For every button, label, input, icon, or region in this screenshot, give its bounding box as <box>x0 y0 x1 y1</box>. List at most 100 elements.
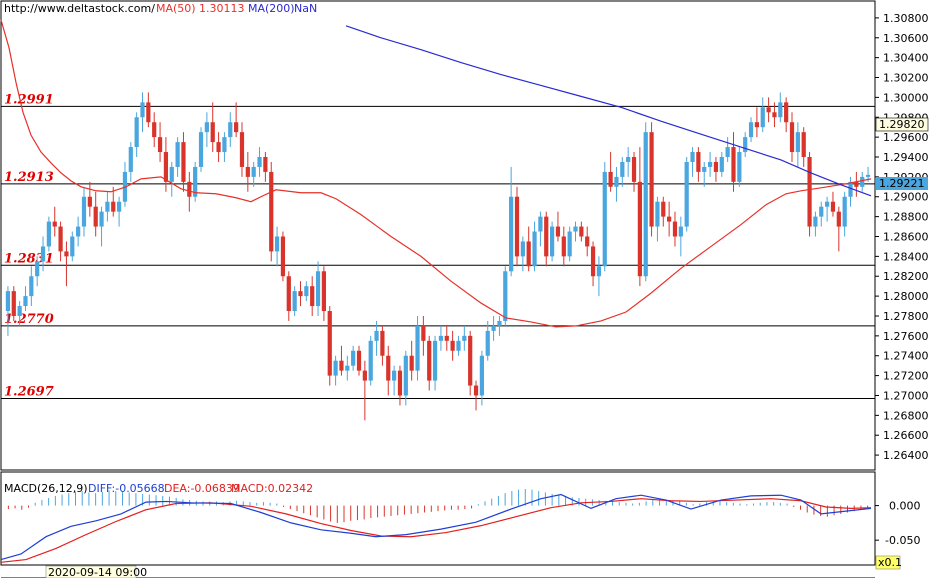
candle-body <box>649 132 654 227</box>
candle-body <box>631 157 637 182</box>
candle-body <box>462 335 467 341</box>
candle-body <box>503 271 508 321</box>
candle-body <box>766 107 771 113</box>
level-label: 1.2770 <box>4 312 54 327</box>
source-url: http://www.deltastock.com/ <box>4 2 155 15</box>
candle-body <box>140 102 145 118</box>
candle-body <box>427 340 432 381</box>
candle-body <box>590 246 596 277</box>
candle-body <box>35 261 40 277</box>
candle-body <box>748 122 754 138</box>
candle-body <box>280 236 286 277</box>
candle-body <box>356 350 362 371</box>
candle-body <box>778 102 783 118</box>
candle-body <box>491 325 496 331</box>
macd-zero-label: 0.000 <box>889 500 921 513</box>
ma200-label: MA(200) <box>248 2 295 15</box>
candle-body <box>860 176 865 187</box>
scale-badge[interactable] <box>875 555 901 570</box>
candle-body <box>836 211 841 227</box>
high-price-value: 1.29820 <box>879 118 925 131</box>
candle-body <box>637 181 642 277</box>
candle-body <box>339 360 344 371</box>
y-tick-label: 1.28000 <box>883 290 929 303</box>
y-tick-label: 1.26600 <box>883 429 929 442</box>
candle-body <box>228 122 233 138</box>
candle-body <box>368 340 373 381</box>
candle-body <box>643 132 648 277</box>
candle-body <box>146 102 151 123</box>
candle-body <box>702 166 707 172</box>
ma200-value: NaN <box>294 2 317 15</box>
candle-body <box>672 221 678 237</box>
candle-body <box>690 152 695 162</box>
candle-body <box>825 201 830 207</box>
candle-body <box>116 201 122 212</box>
candle-body <box>152 122 157 138</box>
candle-body <box>286 276 291 312</box>
candle-body <box>321 271 327 312</box>
y-tick-label: 1.29400 <box>883 151 929 164</box>
candle-body <box>579 226 584 237</box>
y-tick-label: 1.30600 <box>883 32 929 45</box>
candle-body <box>87 196 92 207</box>
candle-body <box>456 340 461 351</box>
ma200-line <box>345 25 872 197</box>
ma50-value: 1.30113 <box>199 2 245 15</box>
candle-body <box>830 201 836 212</box>
candle-body <box>655 201 660 227</box>
candle-body <box>725 147 730 158</box>
candle-body <box>204 122 209 133</box>
candle-body <box>813 216 818 227</box>
candle-body <box>801 132 806 158</box>
candle-body <box>468 335 473 386</box>
level-label: 1.2991 <box>4 92 54 107</box>
candle-body <box>315 271 321 307</box>
candle-body <box>450 340 455 351</box>
date-label-box <box>45 565 137 578</box>
candle-body <box>392 370 397 381</box>
candle-body <box>614 176 619 187</box>
candle-body <box>345 365 350 371</box>
candle-body <box>216 142 221 153</box>
candle-body <box>743 137 748 153</box>
macd-panel <box>0 488 872 563</box>
candle-body <box>409 355 414 371</box>
y-tick-label: 1.30000 <box>883 91 929 104</box>
candle-body <box>602 171 607 267</box>
candle-body <box>169 166 174 182</box>
candle-body <box>842 196 847 227</box>
macd-diff-line <box>0 493 872 561</box>
macd-name: MACD(26,12,9) <box>4 482 88 495</box>
y-tick-label: 1.28200 <box>883 270 929 283</box>
candle-body <box>193 166 198 197</box>
candle-body <box>175 142 180 167</box>
candle-body <box>731 147 736 182</box>
candle-body <box>374 330 379 341</box>
candle-body <box>93 206 98 227</box>
candle-body <box>608 171 613 187</box>
candle-body <box>163 152 169 182</box>
candle-body <box>544 216 549 257</box>
candle-body <box>573 226 578 232</box>
candle-body <box>40 246 46 262</box>
candle-body <box>526 241 531 267</box>
candle-body <box>667 216 672 222</box>
candle-body <box>789 122 795 153</box>
candle-body <box>210 122 215 143</box>
candle-body <box>17 306 22 316</box>
candle-body <box>737 152 742 182</box>
candle-body <box>626 157 631 162</box>
y-tick-label: 1.26400 <box>883 449 929 462</box>
candle-body <box>848 181 853 197</box>
candle-body <box>70 236 75 257</box>
candle-body <box>438 335 444 341</box>
candle-body <box>81 196 87 227</box>
candle-body <box>292 291 297 312</box>
candle-body <box>403 355 408 396</box>
y-tick-label: 1.30200 <box>883 72 929 85</box>
y-tick-label: 1.27200 <box>883 370 929 383</box>
candle-body <box>485 330 490 356</box>
candle-body <box>696 152 701 172</box>
